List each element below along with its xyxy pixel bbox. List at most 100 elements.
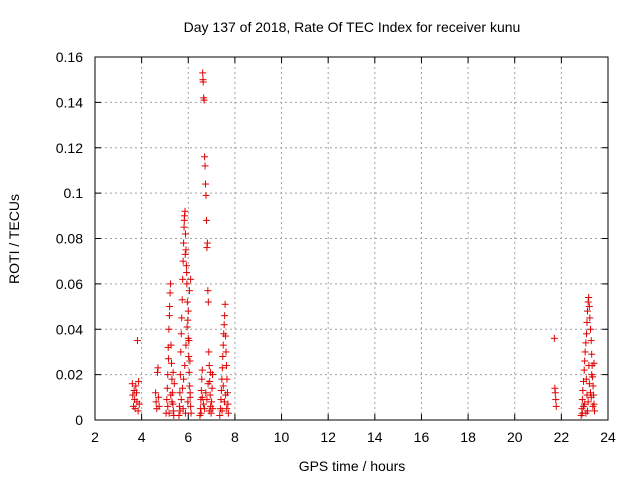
x-tick-label: 4 [138,429,146,445]
data-point [206,368,214,376]
data-point [590,359,598,367]
data-point [223,375,231,383]
x-tick-label: 16 [414,429,430,445]
data-point [166,303,174,311]
y-tick-label: 0.12 [56,140,83,156]
data-point [589,382,597,390]
data-point [165,325,173,333]
data-point [165,409,173,417]
data-point [580,402,588,410]
data-point [219,341,227,349]
data-point [584,398,592,406]
x-tick-label: 12 [320,429,336,445]
data-point [199,69,207,77]
data-point [177,396,185,404]
data-point [185,368,193,376]
data-point [185,337,193,345]
data-point [218,364,226,372]
data-point [133,389,141,397]
data-point [585,303,593,311]
y-tick-label: 0 [75,412,83,428]
data-point [551,389,559,397]
data-point [164,371,172,379]
x-tick-label: 8 [231,429,239,445]
x-tick-label: 24 [600,429,616,445]
data-point [204,298,212,306]
data-point [129,391,137,399]
data-point [184,398,192,406]
data-point [176,371,184,379]
data-point [223,362,231,370]
data-point [582,375,590,383]
y-tick-label: 0.1 [64,185,84,201]
data-point [180,223,188,231]
data-point [587,393,595,401]
data-point [581,348,589,356]
y-tick-labels: 0 0.02 0.04 0.06 0.08 0.1 0.12 0.14 0.16 [56,49,83,428]
y-axis-label: ROTI / TECUs [6,194,22,284]
data-point [205,407,213,415]
data-point [164,355,172,363]
data-point [155,402,163,410]
data-point [164,343,172,351]
data-point [201,405,209,413]
data-point [180,375,188,383]
data-point [199,400,207,408]
data-point [581,357,589,365]
data-point [181,362,189,370]
data-point [163,396,171,404]
data-point [181,409,189,417]
data-point [219,352,227,360]
data-point [184,307,192,315]
data-point [200,96,208,104]
data-point [208,398,216,406]
data-point [182,262,190,270]
data-point [182,246,190,254]
data-point [177,348,185,356]
data-point [175,402,183,410]
data-point [222,348,230,356]
data-point [223,405,231,413]
data-point [185,287,193,295]
data-point [168,375,176,383]
data-point [182,341,190,349]
y-tick-label: 0.16 [56,49,83,65]
data-point [197,387,205,395]
data-point [587,325,595,333]
data-point [201,153,209,161]
data-point [154,364,162,372]
data-point [217,387,225,395]
data-point [186,389,194,397]
data-point [154,393,162,401]
data-point [579,387,587,395]
data-point [580,366,588,374]
data-point [183,280,191,288]
data-point [178,384,186,392]
data-point [589,402,597,410]
data-point [202,180,210,188]
data-point [583,407,591,415]
y-tick-label: 0.14 [56,94,83,110]
data-point [222,332,230,340]
data-point [587,337,595,345]
data-point [134,407,142,415]
data-point [163,384,171,392]
data-point [197,409,205,417]
x-tick-label: 20 [507,429,523,445]
axis-ticks [94,56,609,421]
data-point [184,316,192,324]
data-point [590,407,598,415]
data-point [199,78,207,86]
data-point [179,405,187,413]
data-point [202,216,210,224]
x-tick-label: 6 [184,429,192,445]
data-point [219,382,227,390]
data-point [183,323,191,331]
data-point [180,216,188,224]
data-point [205,362,213,370]
data-point [167,359,175,367]
data-point [221,312,229,320]
data-point [585,362,593,370]
data-points [128,69,598,419]
